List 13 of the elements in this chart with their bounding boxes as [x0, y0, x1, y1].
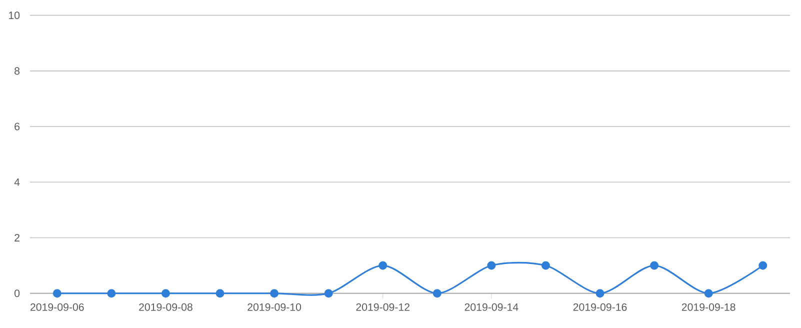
y-tick-label: 6	[14, 122, 20, 130]
y-tick-label: 10	[8, 12, 20, 20]
y-tick-label: 8	[14, 67, 20, 75]
x-tick-label: 2019-09-10	[248, 303, 302, 311]
y-tick-label: 2	[14, 234, 20, 242]
x-tick-label: 2019-09-14	[464, 303, 518, 311]
x-tick-label: 2019-09-08	[139, 303, 192, 311]
x-tick-label: 2019-09-16	[573, 303, 627, 311]
x-tick-label: 2019-09-18	[682, 303, 736, 311]
y-tick-label: 0	[14, 290, 20, 298]
y-tick-label: 4	[14, 178, 20, 186]
x-tick-label: 2019-09-06	[30, 303, 84, 311]
x-tick-label: 2019-09-12	[356, 303, 410, 311]
